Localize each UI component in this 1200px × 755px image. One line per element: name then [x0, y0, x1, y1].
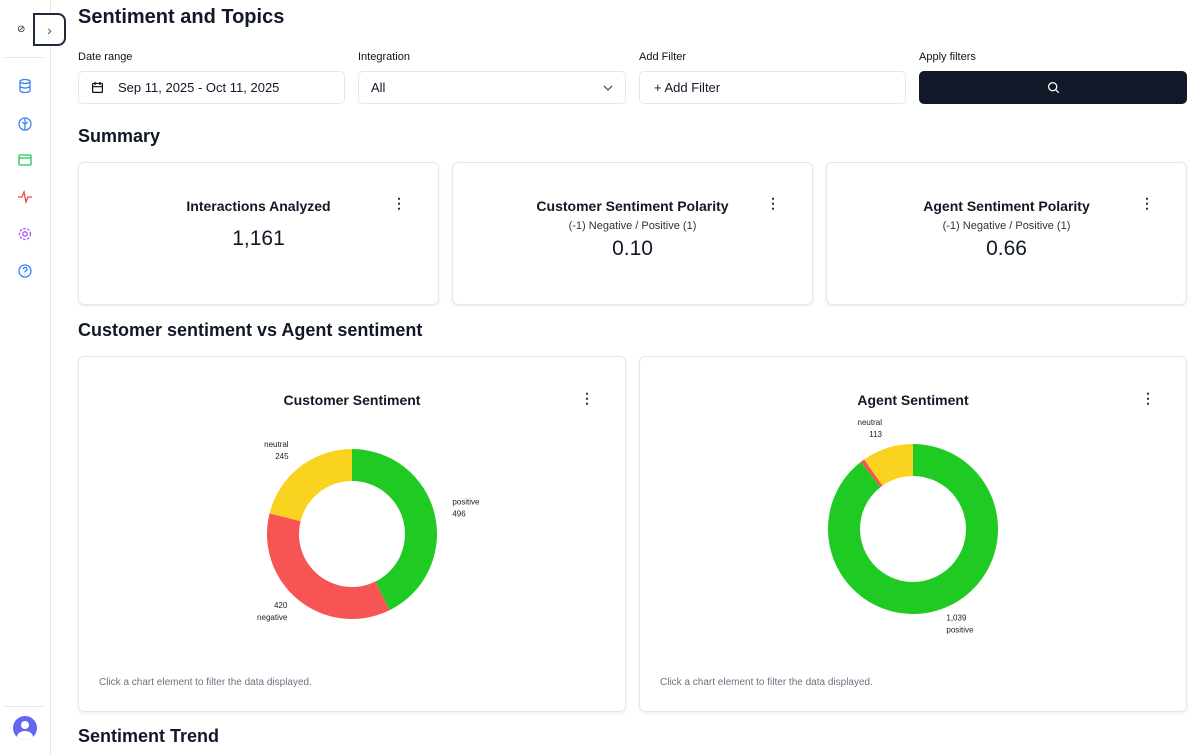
calendar-icon — [92, 81, 103, 93]
more-options-icon[interactable]: ⋮ — [392, 195, 406, 211]
browser-window-icon[interactable] — [17, 152, 33, 168]
agent-sentiment-donut[interactable]: positive 1,039 neutral 113 — [640, 357, 1188, 713]
card-title: Interactions Analyzed — [186, 198, 331, 214]
customer-sentiment-card: Customer Sentiment ⋮ positive 496 negative… — [78, 356, 626, 712]
card-title: Agent Sentiment Polarity — [923, 198, 1090, 214]
slice-negative[interactable] — [860, 459, 883, 488]
slice-neutral[interactable] — [269, 449, 352, 522]
user-avatar[interactable] — [13, 716, 37, 740]
chevron-down-icon — [603, 85, 613, 91]
data-value-neutral: 113 — [869, 430, 882, 439]
more-options-icon[interactable]: ⋮ — [766, 195, 780, 211]
interactions-analyzed-card: Interactions Analyzed 1,161 ⋮ — [78, 162, 439, 305]
help-icon[interactable] — [17, 263, 33, 279]
agent-polarity-card: Agent Sentiment Polarity (-1) Negative /… — [826, 162, 1187, 305]
apply-filters-label: Apply filters — [919, 51, 976, 63]
database-icon[interactable] — [17, 78, 33, 94]
summary-heading: Summary — [78, 126, 161, 146]
divider — [4, 706, 44, 707]
agent-sentiment-card: Agent Sentiment ⋮ positive 1,039 neutral 11… — [639, 356, 1187, 712]
customer-sentiment-donut[interactable]: positive 496 negative 420 neutral 245 — [79, 357, 627, 713]
slice-positive[interactable] — [828, 444, 998, 614]
data-value-positive: 496 — [452, 510, 466, 519]
logo-icon: ⊘ — [17, 24, 26, 35]
card-subtitle: (-1) Negative / Positive (1) — [942, 220, 1071, 232]
data-label-negative: negative — [257, 613, 288, 622]
data-label-positive: positive — [946, 625, 974, 634]
date-range-label: Date range — [78, 51, 133, 63]
data-value-neutral: 245 — [275, 452, 289, 461]
apply-filters-button[interactable] — [919, 71, 1187, 104]
integration-label: Integration — [358, 51, 410, 63]
chart-hint: Click a chart element to filter the data… — [660, 677, 873, 688]
date-range-value: Sep 11, 2025 - Oct 11, 2025 — [118, 80, 280, 95]
card-value: 1,161 — [232, 227, 285, 250]
activity-icon[interactable] — [17, 189, 33, 205]
card-value: 0.66 — [986, 237, 1027, 260]
sidebar-toggle-button[interactable]: › — [33, 13, 66, 46]
comparison-heading: Customer sentiment vs Agent sentiment — [78, 320, 423, 340]
card-subtitle: (-1) Negative / Positive (1) — [568, 220, 697, 232]
chart-title: Agent Sentiment — [857, 392, 969, 408]
search-icon — [1047, 81, 1059, 94]
slice-positive[interactable] — [352, 449, 437, 611]
data-label-neutral: neutral — [858, 418, 883, 427]
chart-hint: Click a chart element to filter the data… — [99, 677, 312, 688]
sidebar: ⊘ — [0, 0, 51, 755]
date-range-picker[interactable]: Sep 11, 2025 - Oct 11, 2025 — [78, 71, 345, 104]
data-label-neutral: neutral — [264, 440, 289, 449]
sentiment-trend-heading: Sentiment Trend — [78, 726, 220, 746]
add-filter-label: Add Filter — [639, 51, 687, 63]
integration-value: All — [371, 80, 386, 95]
settings-gear-icon[interactable] — [17, 226, 33, 242]
integration-select[interactable]: All — [358, 71, 626, 104]
data-label-positive: positive — [452, 498, 480, 507]
card-title: Customer Sentiment Polarity — [536, 198, 729, 214]
chart-title: Customer Sentiment — [283, 392, 421, 408]
more-options-icon[interactable]: ⋮ — [1140, 195, 1154, 211]
card-value: 0.10 — [612, 237, 653, 260]
data-value-positive: 1,039 — [946, 613, 967, 622]
slice-negative[interactable] — [267, 513, 390, 619]
brain-icon[interactable] — [17, 116, 33, 132]
divider — [4, 57, 44, 58]
page-title: Sentiment and Topics — [78, 6, 285, 28]
chevron-right-icon: › — [47, 21, 52, 38]
slice-neutral[interactable] — [864, 444, 913, 486]
add-filter-button[interactable]: + Add Filter — [639, 71, 906, 104]
data-value-negative: 420 — [274, 601, 288, 610]
customer-polarity-card: Customer Sentiment Polarity (-1) Negativ… — [452, 162, 813, 305]
